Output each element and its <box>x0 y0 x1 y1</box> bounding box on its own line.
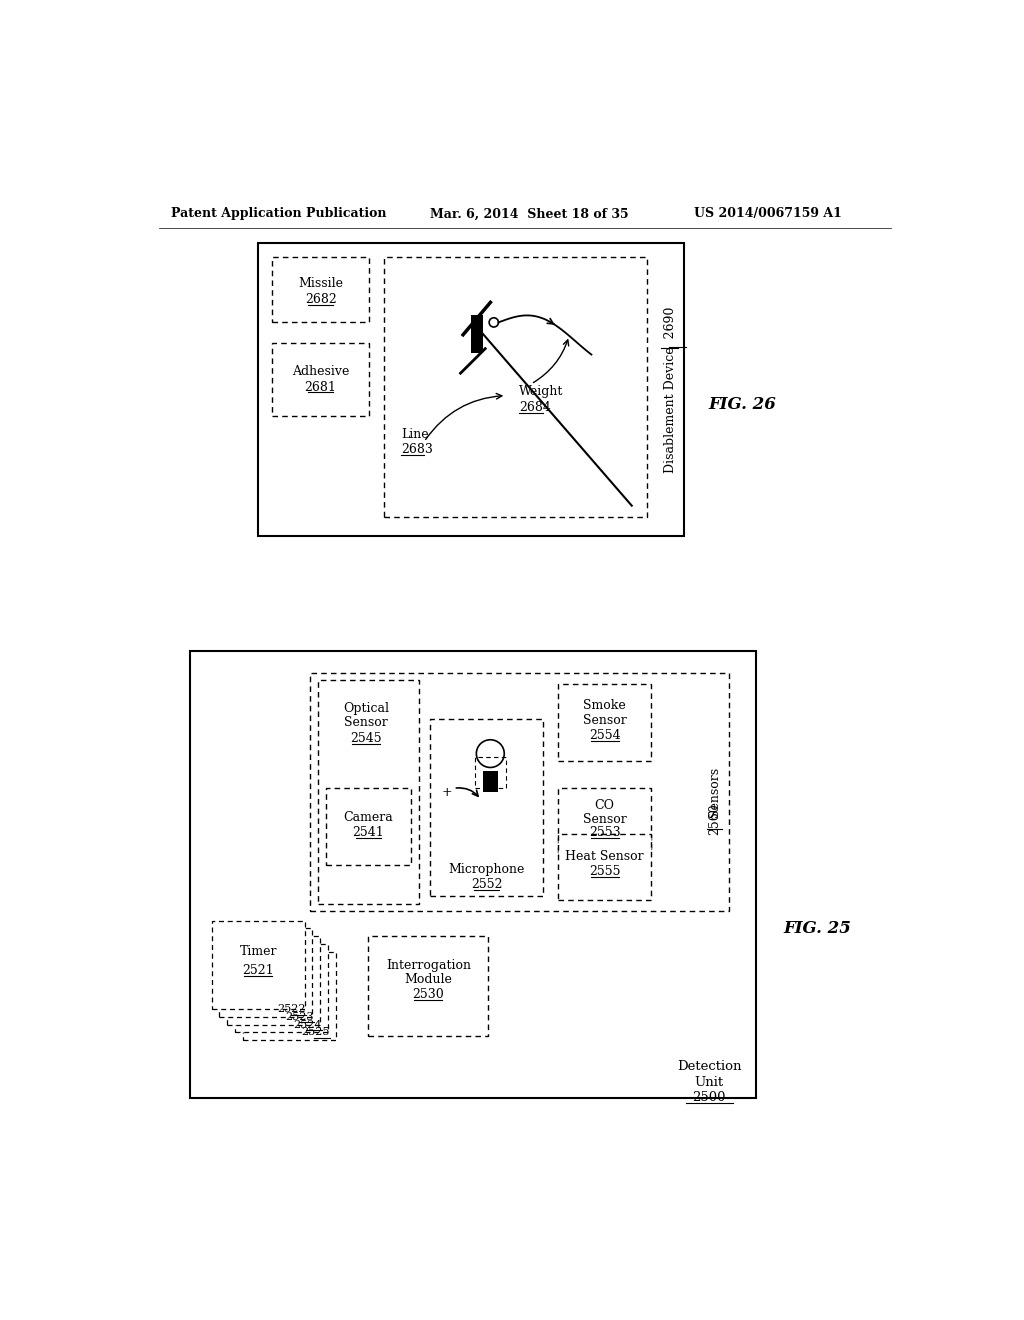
Text: Weight: Weight <box>519 385 564 399</box>
Text: FIG. 26: FIG. 26 <box>709 396 776 413</box>
Text: Sensors: Sensors <box>709 767 721 817</box>
Bar <box>384 257 647 517</box>
Bar <box>227 936 321 1024</box>
Bar <box>558 834 651 900</box>
Bar <box>310 673 729 911</box>
Bar <box>430 719 543 896</box>
Bar <box>258 243 684 536</box>
Bar <box>471 314 483 354</box>
Text: Optical: Optical <box>343 702 389 715</box>
Text: 2554: 2554 <box>589 729 621 742</box>
Text: 2553: 2553 <box>589 826 621 840</box>
Text: 2541: 2541 <box>352 826 384 840</box>
Text: 2552: 2552 <box>471 878 502 891</box>
Text: US 2014/0067159 A1: US 2014/0067159 A1 <box>693 207 842 220</box>
Bar <box>369 936 488 1036</box>
Text: Heat Sensor: Heat Sensor <box>565 850 644 862</box>
Text: Module: Module <box>404 973 453 986</box>
Text: Patent Application Publication: Patent Application Publication <box>171 207 386 220</box>
Text: 2525: 2525 <box>301 1027 330 1038</box>
Text: Mar. 6, 2014  Sheet 18 of 35: Mar. 6, 2014 Sheet 18 of 35 <box>430 207 629 220</box>
Text: 2530: 2530 <box>413 989 444 1001</box>
Text: 2521: 2521 <box>243 964 274 977</box>
Bar <box>317 681 419 904</box>
Text: FIG. 25: FIG. 25 <box>783 920 852 937</box>
Text: 2681: 2681 <box>305 380 337 393</box>
Text: 2500: 2500 <box>692 1092 726 1105</box>
Text: Sensor: Sensor <box>583 714 627 727</box>
Text: Timer: Timer <box>240 945 276 958</box>
Bar <box>272 257 369 322</box>
Bar <box>272 343 369 416</box>
Text: CO: CO <box>595 799 614 812</box>
Text: 2555: 2555 <box>589 865 621 878</box>
Text: Missile: Missile <box>298 277 343 290</box>
Text: Camera: Camera <box>343 810 393 824</box>
Text: Microphone: Microphone <box>449 862 524 875</box>
Bar <box>475 758 506 788</box>
Bar <box>190 651 756 1098</box>
Bar <box>243 952 336 1040</box>
Text: 2684: 2684 <box>519 400 551 413</box>
Text: 2560: 2560 <box>709 803 721 836</box>
Bar <box>558 788 651 854</box>
Text: Interrogation: Interrogation <box>386 958 471 972</box>
Text: Adhesive: Adhesive <box>292 366 349 379</box>
Text: Unit: Unit <box>694 1076 724 1089</box>
Text: 2683: 2683 <box>400 444 433 455</box>
Text: 2522: 2522 <box>278 1005 306 1014</box>
Text: 2524: 2524 <box>293 1019 322 1030</box>
Text: 2523: 2523 <box>286 1012 314 1022</box>
Bar <box>219 928 312 1016</box>
Text: Detection: Detection <box>677 1060 741 1073</box>
Bar <box>322 684 411 762</box>
Text: +: + <box>442 785 453 799</box>
Bar <box>326 788 411 866</box>
Bar <box>482 771 498 792</box>
Text: 2682: 2682 <box>305 293 337 306</box>
Text: Sensor: Sensor <box>583 813 627 825</box>
Bar <box>212 921 305 1010</box>
Text: Disablement Device  2690: Disablement Device 2690 <box>664 306 677 473</box>
Text: Smoke: Smoke <box>584 700 626 713</box>
Text: Line: Line <box>400 428 428 441</box>
Bar <box>234 944 328 1032</box>
Text: 2545: 2545 <box>350 731 382 744</box>
Text: Sensor: Sensor <box>344 717 388 730</box>
Bar <box>558 684 651 762</box>
